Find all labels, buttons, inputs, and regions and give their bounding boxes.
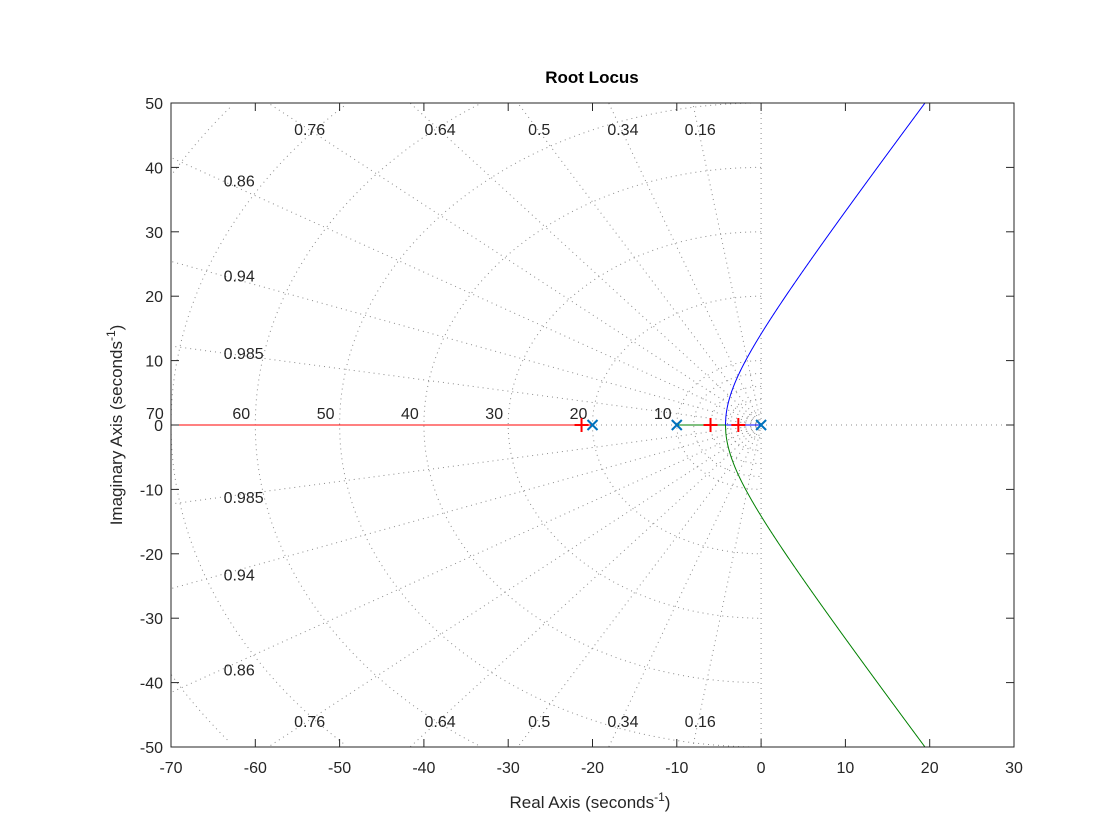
damping-label: 0.94	[224, 268, 255, 285]
damping-line	[267, 424, 762, 747]
x-tick-label: -10	[665, 760, 688, 777]
damping-label: 0.86	[224, 173, 255, 190]
x-tick-label: -50	[328, 760, 351, 777]
x-tick-label: -20	[581, 760, 604, 777]
ticks: -70 -60 -50 -40 -30 -20 -10 0 10 20 30 -50 -40 -30 -20…	[140, 96, 1023, 777]
damping-label: 0.64	[425, 122, 456, 139]
damping-label: 0.64	[425, 714, 456, 731]
y-axis-label: Imaginary Axis (seconds-1)	[104, 325, 126, 526]
y-tick-label: -40	[140, 676, 163, 693]
frequency-label: 70	[146, 406, 164, 423]
damping-label: 0.5	[528, 714, 550, 731]
y-tick-label: -30	[140, 611, 163, 628]
frequency-label: 40	[401, 406, 419, 423]
pole-x-stroke	[671, 419, 683, 431]
frequency-label: 60	[232, 406, 250, 423]
frequency-circle	[423, 166, 762, 684]
y-tick-label: -10	[140, 482, 163, 499]
open-loop-pole-marker	[671, 419, 683, 431]
x-tick-label: -60	[244, 760, 267, 777]
x-tick-label: 0	[757, 760, 766, 777]
markers	[574, 418, 767, 432]
closed-loop-pole-marker	[574, 418, 589, 432]
x-tick-label: 20	[921, 760, 939, 777]
frequency-circle	[171, 107, 231, 743]
open-loop-pole-marker	[586, 419, 599, 431]
damping-label: 0.94	[224, 568, 255, 585]
x-tick-label: 10	[837, 760, 855, 777]
damping-line	[171, 260, 762, 426]
y-tick-label: 40	[145, 160, 163, 177]
x-tick-label: -30	[497, 760, 520, 777]
y-tick-label: 10	[145, 354, 163, 371]
x-axis-label: Real Axis (seconds-1)	[510, 790, 671, 812]
frequency-label: 20	[570, 406, 588, 423]
damping-label: 0.76	[294, 714, 325, 731]
y-tick-label: -20	[140, 547, 163, 564]
y-tick-label: -50	[140, 740, 163, 757]
sgrid-labels: 0.16 0.16 0.34 0.34 0.5 0.5 0.64 0.64 0.76 0.76 0.…	[146, 122, 716, 731]
closed-loop-pole-marker	[731, 418, 746, 432]
damping-label: 0.5	[528, 122, 550, 139]
frequency-label: 50	[317, 406, 335, 423]
chart-title: Root Locus	[545, 68, 639, 87]
x-tick-label: 30	[1005, 760, 1023, 777]
pole-x-stroke	[755, 419, 767, 431]
open-loop-pole-marker	[755, 419, 767, 431]
damping-label: 0.16	[685, 714, 716, 731]
damping-line	[267, 103, 762, 426]
damping-line	[171, 424, 762, 590]
y-tick-label: 50	[145, 96, 163, 113]
locus-branch-lower	[724, 424, 926, 747]
damping-label: 0.86	[224, 663, 255, 680]
frequency-label: 10	[654, 406, 672, 423]
damping-label: 0.16	[685, 122, 716, 139]
x-tick-label: -40	[412, 760, 435, 777]
frequency-label: 30	[485, 406, 503, 423]
locus-branch-upper	[724, 103, 926, 426]
y-tick-label: 20	[145, 289, 163, 306]
y-tick-label: 0	[154, 418, 163, 435]
damping-label: 0.34	[607, 122, 638, 139]
damping-label: 0.34	[607, 714, 638, 731]
x-tick-label: -70	[159, 760, 182, 777]
closed-loop-pole-marker	[703, 418, 718, 432]
damping-label: 0.985	[224, 346, 264, 363]
damping-label: 0.76	[294, 122, 325, 139]
y-tick-label: 30	[145, 225, 163, 242]
pole-x-stroke	[586, 419, 599, 431]
damping-label: 0.985	[224, 490, 264, 507]
